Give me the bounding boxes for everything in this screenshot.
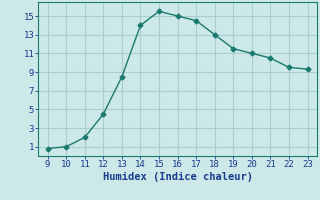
X-axis label: Humidex (Indice chaleur): Humidex (Indice chaleur)	[103, 172, 252, 182]
